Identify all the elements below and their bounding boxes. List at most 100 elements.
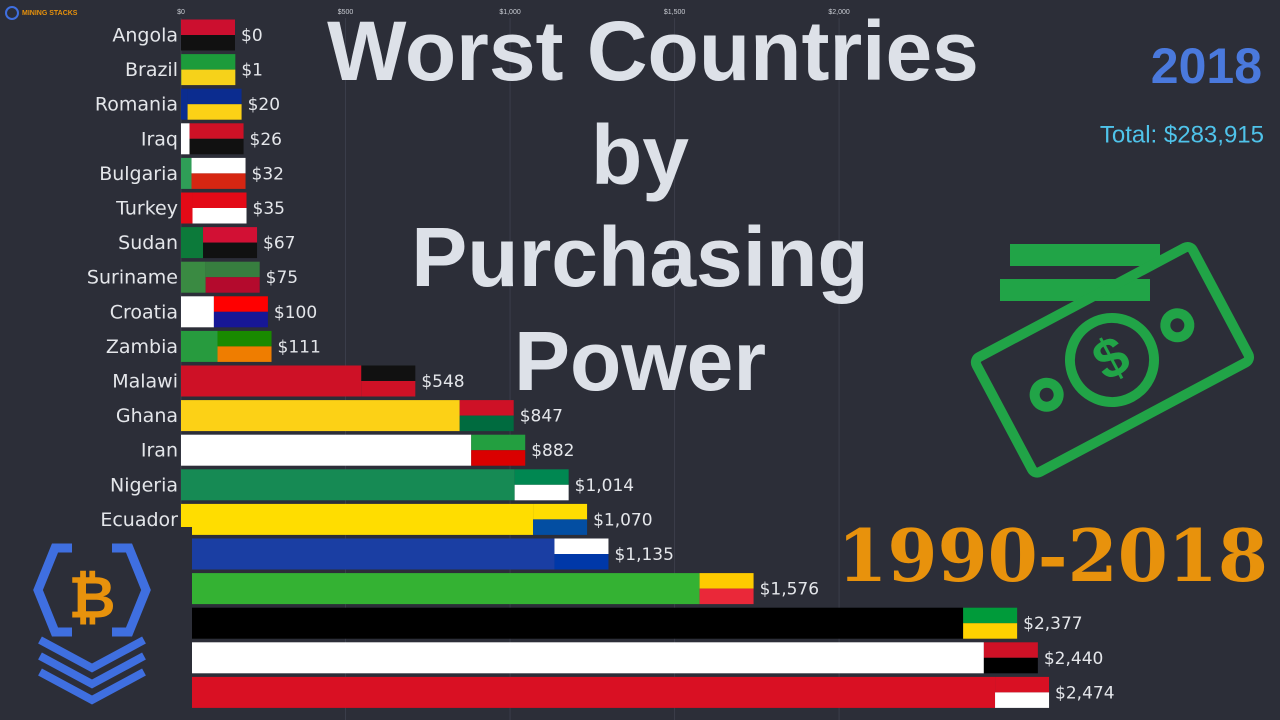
x-tick-label: $0	[177, 9, 185, 16]
flag	[361, 365, 416, 381]
bar	[181, 607, 964, 639]
bar	[181, 676, 996, 708]
value-label: $32	[252, 164, 284, 184]
brand-logo: MINING STACKS	[5, 6, 78, 20]
flag	[192, 208, 247, 224]
flag	[203, 227, 258, 243]
value-label: $1,576	[760, 580, 819, 600]
y-tick-label: Sudan	[118, 232, 178, 254]
bar	[181, 157, 192, 189]
flag	[217, 330, 272, 347]
bar	[181, 642, 984, 674]
flag	[181, 35, 235, 51]
bar	[181, 261, 206, 293]
y-tick-label: Iraq	[141, 128, 178, 150]
x-tick-label: $1,500	[664, 9, 686, 16]
value-label: $548	[421, 372, 464, 392]
flag	[181, 69, 236, 86]
logo-background	[0, 527, 192, 720]
y-tick-label: Iran	[141, 440, 178, 462]
bar	[181, 573, 700, 605]
flag	[189, 123, 244, 139]
bar	[181, 434, 472, 466]
bar	[181, 330, 218, 362]
flag	[187, 104, 242, 120]
flag	[213, 296, 268, 312]
flag	[514, 484, 569, 501]
bar	[181, 227, 204, 259]
x-tick-label: $1,000	[499, 9, 521, 16]
flag	[203, 242, 258, 259]
flag	[963, 607, 1018, 624]
flag	[205, 261, 260, 278]
flag	[983, 642, 1038, 658]
x-tick-label: $2,000	[828, 9, 850, 16]
flag	[514, 469, 569, 485]
flag	[217, 346, 272, 362]
flag	[471, 434, 526, 451]
flag	[533, 519, 588, 535]
flag	[191, 157, 246, 174]
flag	[192, 192, 247, 208]
chart-title: Worst Countries	[327, 4, 979, 98]
period-label: 1990-2018	[837, 513, 1268, 598]
bar	[181, 192, 193, 224]
flag	[554, 538, 609, 554]
value-label: $882	[531, 441, 574, 461]
flag	[995, 692, 1050, 708]
y-tick-label: Zambia	[106, 336, 178, 358]
y-tick-label: Suriname	[87, 267, 178, 289]
y-tick-label: Croatia	[110, 301, 178, 323]
flag	[699, 588, 754, 605]
y-tick-label: Nigeria	[110, 474, 178, 496]
flag	[699, 573, 754, 589]
bar	[181, 365, 362, 397]
value-label: $0	[241, 26, 263, 46]
flag	[471, 450, 526, 466]
value-label: $2,474	[1055, 683, 1114, 703]
value-label: $1,135	[614, 545, 673, 565]
flag	[189, 138, 244, 155]
value-label: $75	[266, 268, 298, 288]
logo-base	[38, 636, 146, 705]
year-label: 2018	[1151, 38, 1262, 94]
flag	[983, 657, 1038, 674]
value-label: $1,070	[593, 510, 652, 530]
bar	[181, 123, 190, 155]
chart-title: Purchasing	[411, 210, 868, 304]
value-label: $35	[253, 199, 285, 219]
bar	[181, 538, 555, 570]
value-label: $2,377	[1023, 614, 1082, 634]
y-tick-label: Angola	[112, 25, 178, 47]
flag	[459, 400, 514, 416]
total-label: Total: $283,915	[1100, 121, 1264, 148]
y-tick-label: Ghana	[116, 405, 178, 427]
x-tick-label: $500	[338, 9, 354, 16]
flag	[554, 554, 609, 570]
chart-title: Power	[514, 314, 766, 408]
y-tick-label: Ecuador	[100, 509, 178, 531]
bar	[181, 469, 515, 501]
value-label: $26	[250, 130, 282, 150]
flag	[181, 19, 235, 35]
plot: $0 $500 $1,000 $1,500 $2,000 $0 Angola $1 Brazil…	[87, 9, 1115, 720]
chart-title: by	[591, 108, 689, 202]
y-tick-label: Romania	[95, 94, 178, 116]
flag	[187, 88, 242, 105]
bar	[181, 400, 460, 432]
flag	[213, 311, 268, 328]
bar	[181, 88, 188, 120]
bar	[181, 503, 534, 535]
flag	[995, 676, 1050, 693]
flag	[205, 277, 260, 293]
brand-name: MINING STACKS	[22, 10, 78, 17]
logo-symbol: ₿	[68, 565, 115, 630]
y-tick-label: Turkey	[115, 198, 178, 220]
y-tick-label: Brazil	[125, 59, 178, 81]
value-label: $1	[241, 61, 263, 81]
value-label: $1,014	[575, 476, 634, 496]
flag	[459, 415, 514, 432]
flag	[361, 381, 416, 397]
bar	[181, 296, 214, 328]
